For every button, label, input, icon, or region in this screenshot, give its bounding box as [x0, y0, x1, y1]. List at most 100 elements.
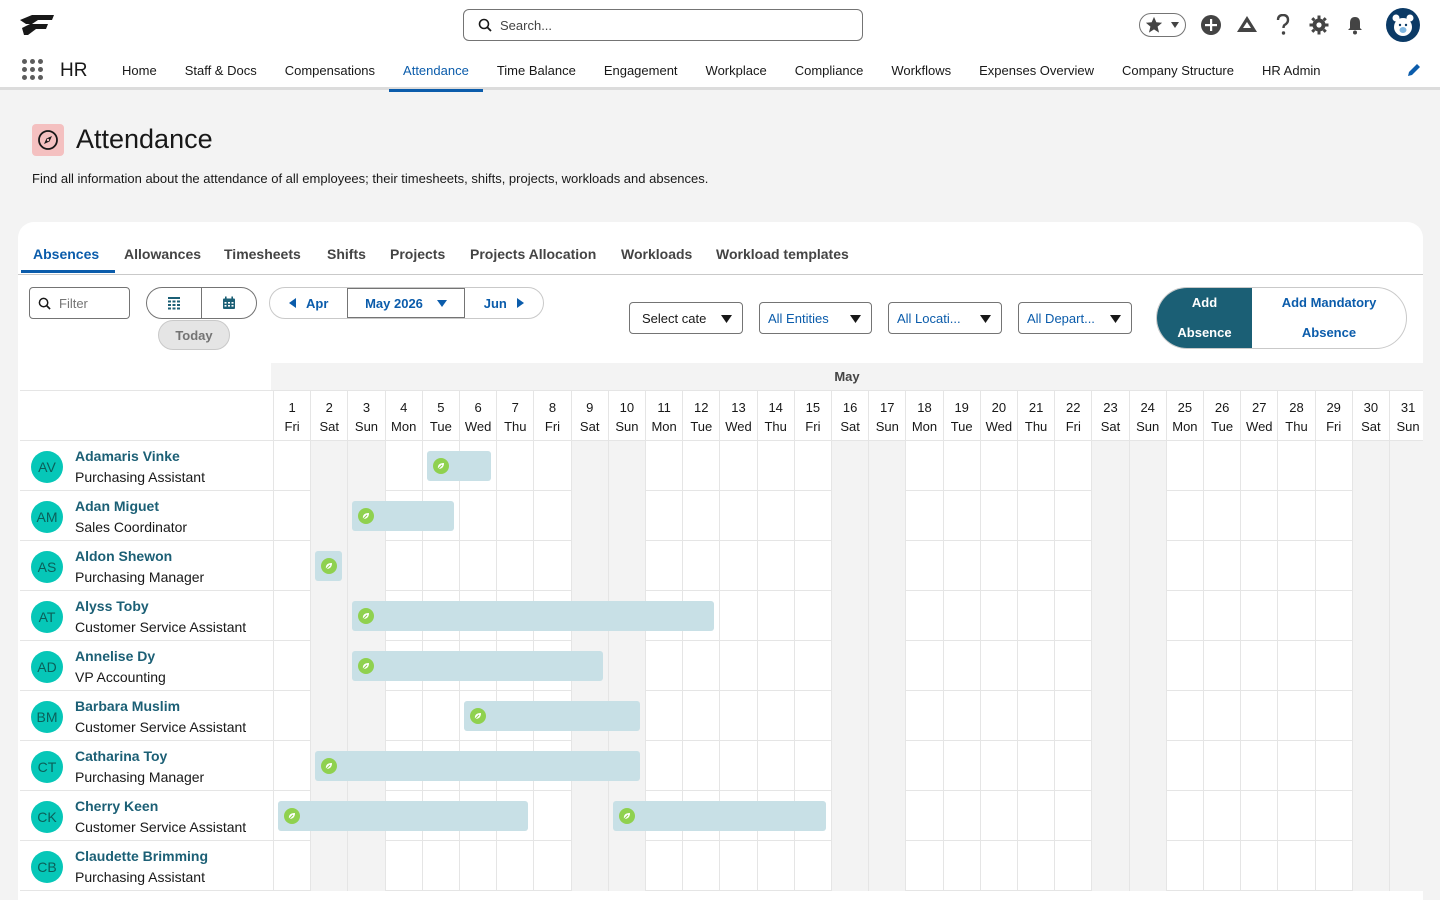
day-cell[interactable]: [1240, 441, 1277, 491]
day-cell[interactable]: [384, 691, 422, 741]
day-cell[interactable]: [1277, 841, 1314, 891]
employee-name-link[interactable]: Aldon Shewon: [75, 548, 173, 564]
day-cell[interactable]: [347, 541, 385, 591]
trailhead-icon[interactable]: [1236, 14, 1258, 36]
day-cell[interactable]: [719, 841, 756, 891]
day-cell[interactable]: [979, 441, 1017, 491]
day-cell[interactable]: [1351, 691, 1389, 741]
day-cell[interactable]: [1054, 841, 1091, 891]
day-cell[interactable]: [273, 841, 310, 891]
employee-name-link[interactable]: Cherry Keen: [75, 798, 159, 814]
day-cell[interactable]: [793, 741, 831, 791]
day-cell[interactable]: [756, 841, 794, 891]
day-cell[interactable]: [682, 741, 719, 791]
day-cell[interactable]: [496, 841, 533, 891]
day-cell[interactable]: [1017, 841, 1054, 891]
day-cell[interactable]: [645, 841, 682, 891]
nav-item-home[interactable]: Home: [122, 62, 157, 78]
day-cell[interactable]: [310, 441, 348, 491]
day-cell[interactable]: [570, 491, 608, 541]
day-cell[interactable]: [756, 491, 794, 541]
day-cell[interactable]: [979, 491, 1017, 541]
day-cell[interactable]: [1128, 641, 1166, 691]
day-cell[interactable]: [756, 441, 794, 491]
nav-item-hr-admin[interactable]: HR Admin: [1262, 62, 1321, 78]
absence-bar[interactable]: [352, 501, 454, 531]
day-cell[interactable]: [868, 791, 906, 841]
day-cell[interactable]: [1203, 841, 1240, 891]
day-cell[interactable]: [1091, 841, 1129, 891]
day-cell[interactable]: [979, 591, 1017, 641]
day-cell[interactable]: [1351, 641, 1389, 691]
day-cell[interactable]: [831, 491, 869, 541]
employee-name-link[interactable]: Barbara Muslim: [75, 698, 181, 714]
nav-item-workflows[interactable]: Workflows: [891, 62, 952, 78]
day-cell[interactable]: [607, 641, 645, 691]
day-cell[interactable]: [1128, 791, 1166, 841]
day-cell[interactable]: [979, 741, 1017, 791]
day-cell[interactable]: [310, 691, 348, 741]
nav-item-staff-docs[interactable]: Staff & Docs: [184, 62, 257, 78]
day-cell[interactable]: [905, 641, 942, 691]
day-cell[interactable]: [942, 441, 980, 491]
day-cell[interactable]: [273, 491, 310, 541]
day-cell[interactable]: [831, 541, 869, 591]
day-cell[interactable]: [459, 691, 496, 741]
day-cell[interactable]: [719, 491, 756, 541]
day-cell[interactable]: [310, 841, 348, 891]
day-cell[interactable]: [1314, 441, 1352, 491]
day-cell[interactable]: [273, 541, 310, 591]
employee-name-link[interactable]: Alyss Toby: [75, 598, 149, 614]
day-cell[interactable]: [756, 741, 794, 791]
day-cell[interactable]: [1277, 491, 1314, 541]
day-cell[interactable]: [1277, 441, 1314, 491]
day-cell[interactable]: [570, 841, 608, 891]
employee-name-link[interactable]: Adan Miguet: [75, 498, 159, 514]
day-cell[interactable]: [347, 841, 385, 891]
day-cell[interactable]: [1091, 641, 1129, 691]
day-cell[interactable]: [942, 641, 980, 691]
help-icon[interactable]: [1272, 14, 1294, 36]
day-cell[interactable]: [1054, 791, 1091, 841]
day-cell[interactable]: [1277, 541, 1314, 591]
tab-projects-allocation[interactable]: Projects Allocation: [470, 246, 597, 262]
day-cell[interactable]: [1128, 841, 1166, 891]
day-cell[interactable]: [1054, 541, 1091, 591]
day-cell[interactable]: [1091, 741, 1129, 791]
day-cell[interactable]: [831, 641, 869, 691]
day-cell[interactable]: [979, 641, 1017, 691]
day-cell[interactable]: [607, 541, 645, 591]
add-icon[interactable]: [1200, 14, 1222, 36]
calendar-view-button[interactable]: [201, 288, 256, 318]
day-cell[interactable]: [1091, 491, 1129, 541]
day-cell[interactable]: [273, 791, 310, 841]
day-cell[interactable]: [831, 441, 869, 491]
day-cell[interactable]: [273, 691, 310, 741]
day-cell[interactable]: [868, 641, 906, 691]
day-cell[interactable]: [1165, 841, 1203, 891]
nav-item-expenses-overview[interactable]: Expenses Overview: [979, 62, 1094, 78]
day-cell[interactable]: [1203, 741, 1240, 791]
absence-bar[interactable]: [315, 551, 343, 581]
tab-timesheets[interactable]: Timesheets: [224, 246, 301, 262]
day-cell[interactable]: [979, 791, 1017, 841]
day-cell[interactable]: [1128, 441, 1166, 491]
day-cell[interactable]: [831, 841, 869, 891]
day-cell[interactable]: [570, 541, 608, 591]
day-cell[interactable]: [645, 741, 682, 791]
day-cell[interactable]: [1017, 591, 1054, 641]
day-cell[interactable]: [1277, 641, 1314, 691]
day-cell[interactable]: [1128, 741, 1166, 791]
user-avatar-icon[interactable]: [1386, 8, 1420, 42]
day-cell[interactable]: [942, 691, 980, 741]
entity-select[interactable]: All Entities: [759, 302, 872, 334]
employee-name-link[interactable]: Annelise Dy: [75, 648, 156, 664]
edit-nav-pencil-icon[interactable]: [1406, 62, 1422, 78]
absence-bar[interactable]: [352, 651, 603, 681]
day-cell[interactable]: [719, 441, 756, 491]
day-cell[interactable]: [1165, 791, 1203, 841]
day-cell[interactable]: [1128, 591, 1166, 641]
day-cell[interactable]: [384, 541, 422, 591]
employee-name-link[interactable]: Catharina Toy: [75, 748, 168, 764]
tab-shifts[interactable]: Shifts: [327, 246, 366, 262]
